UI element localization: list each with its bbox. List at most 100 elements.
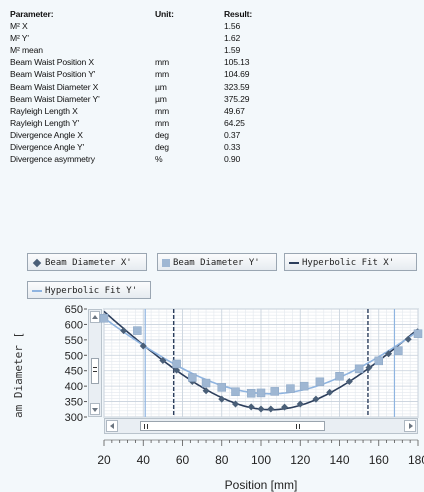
data-point-diamond xyxy=(281,403,289,411)
x-tick-label: 60 xyxy=(176,453,190,467)
parameter-cell: M² X xyxy=(10,21,28,32)
parameter-cell: Beam Waist Position X xyxy=(10,57,94,68)
y-tick-label: 650 xyxy=(65,304,83,316)
data-point-diamond xyxy=(159,357,167,365)
x-tick-label: 40 xyxy=(137,453,151,467)
result-cell: 375.29 xyxy=(224,93,250,104)
legend-beam-diameter-y[interactable]: Beam Diameter Y' xyxy=(157,253,277,271)
results-row: Beam Waist Diameter X µm 323.59 xyxy=(10,81,310,93)
horizontal-scrollbar[interactable] xyxy=(104,418,418,434)
parameter-cell: Beam Waist Diameter X xyxy=(10,81,99,92)
results-row: Rayleigh Length Y' mm 64.25 xyxy=(10,117,310,129)
x-tick-label: 180 xyxy=(408,453,424,467)
parameter-cell: Divergence Angle X xyxy=(10,129,83,140)
arrow-left-icon xyxy=(110,423,114,429)
result-cell: 104.69 xyxy=(224,69,250,80)
parameter-cell: Divergence Angle Y' xyxy=(10,142,85,153)
data-point-diamond xyxy=(247,403,255,411)
results-row: Rayleigh Length X mm 49.67 xyxy=(10,105,310,117)
data-point-diamond xyxy=(231,400,239,408)
data-point-square xyxy=(133,326,142,335)
results-row: M² X 1.56 xyxy=(10,20,310,32)
data-point-square xyxy=(256,388,266,398)
header-unit: Unit: xyxy=(155,9,174,19)
data-point-square xyxy=(188,373,197,382)
unit-cell: deg xyxy=(155,129,169,140)
data-point-square xyxy=(413,329,423,338)
data-point-square xyxy=(335,372,344,381)
unit-cell: µm xyxy=(155,93,167,104)
legend-hyperbolic-fit-x[interactable]: Hyperbolic Fit X' xyxy=(284,253,417,271)
parameter-cell: M² Y' xyxy=(10,33,29,44)
data-point-diamond xyxy=(296,400,304,408)
data-point-square xyxy=(299,381,309,391)
arrow-up-icon xyxy=(92,315,98,319)
results-row: Divergence Angle Y' deg 0.33 xyxy=(10,141,310,153)
result-cell: 64.25 xyxy=(224,117,245,128)
result-cell: 0.33 xyxy=(224,142,241,153)
results-row: M² Y' 1.62 xyxy=(10,32,310,44)
legend-hyperbolic-fit-y[interactable]: Hyperbolic Fit Y' xyxy=(27,281,151,299)
parameter-cell: Beam Waist Position Y' xyxy=(10,69,96,80)
unit-cell: µm xyxy=(155,81,167,92)
unit-cell: mm xyxy=(155,57,170,68)
x-tick-label: 80 xyxy=(215,453,229,467)
unit-cell: mm xyxy=(155,69,170,80)
results-row: Beam Waist Position Y' mm 104.69 xyxy=(10,68,310,80)
legend-beam-diameter-x[interactable]: Beam Diameter X' xyxy=(27,253,147,271)
scroll-right-button[interactable] xyxy=(404,420,416,432)
unit-cell: mm xyxy=(155,117,170,128)
arrow-right-icon xyxy=(409,423,413,429)
data-point-square xyxy=(201,378,211,388)
line-marker-icon xyxy=(32,289,42,292)
vertical-scroll-thumb[interactable] xyxy=(91,358,99,384)
data-point-square xyxy=(315,377,325,387)
data-point-diamond xyxy=(173,366,181,374)
results-table: Parameter: Unit: Result: M² X 1.56 M² Y' 1.… xyxy=(10,8,310,165)
result-cell: 323.59 xyxy=(224,81,250,92)
results-row: M² mean 1.59 xyxy=(10,44,310,56)
legend-label: Hyperbolic Fit X' xyxy=(302,258,395,268)
data-point-diamond xyxy=(365,364,373,372)
y-tick-label: 400 xyxy=(65,381,83,393)
unit-cell: mm xyxy=(155,105,170,116)
legend-label: Beam Diameter Y' xyxy=(173,258,260,268)
parameter-cell: Beam Waist Diameter Y' xyxy=(10,93,100,104)
unit-cell: deg xyxy=(155,142,169,153)
scroll-down-button[interactable] xyxy=(90,403,100,415)
data-point-diamond xyxy=(345,378,353,386)
results-row: Beam Waist Position X mm 105.13 xyxy=(10,56,310,68)
data-point-square xyxy=(374,356,383,366)
line-marker-icon xyxy=(289,261,299,264)
y-tick-label: 550 xyxy=(65,335,83,347)
data-point-diamond xyxy=(385,350,393,358)
header-parameter: Parameter: xyxy=(10,9,54,19)
y-tick-label: 500 xyxy=(65,350,83,362)
arrow-down-icon xyxy=(92,408,98,412)
scroll-left-button[interactable] xyxy=(106,420,118,432)
results-row: Divergence Angle X deg 0.37 xyxy=(10,129,310,141)
y-tick-label: 600 xyxy=(65,319,83,331)
x-tick-label: 100 xyxy=(251,453,271,467)
result-cell: 0.37 xyxy=(224,129,241,140)
data-point-square xyxy=(99,314,109,323)
result-cell: 1.56 xyxy=(224,21,241,32)
data-point-diamond xyxy=(267,405,275,413)
data-point-diamond xyxy=(257,405,265,413)
data-point-square xyxy=(172,359,181,369)
parameter-cell: Rayleigh Length Y' xyxy=(10,117,80,128)
data-point-square xyxy=(270,387,279,396)
scroll-up-button[interactable] xyxy=(90,311,100,323)
y-tick-label: 450 xyxy=(65,366,83,378)
header-result: Result: xyxy=(224,9,253,19)
x-tick-label: 20 xyxy=(97,453,111,467)
result-cell: 49.67 xyxy=(224,105,245,116)
x-tick-label: 160 xyxy=(369,453,389,467)
horizontal-scroll-thumb[interactable] xyxy=(140,421,325,431)
legend-label: Beam Diameter X' xyxy=(45,258,132,268)
vertical-scrollbar[interactable] xyxy=(88,309,102,417)
x-tick-label: 120 xyxy=(290,453,310,467)
data-point-square xyxy=(286,384,295,393)
